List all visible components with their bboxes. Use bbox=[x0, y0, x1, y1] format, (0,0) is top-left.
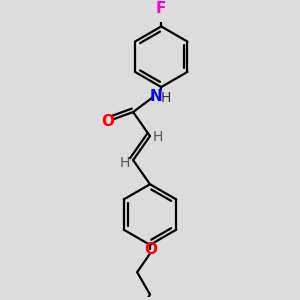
Text: H: H bbox=[160, 91, 171, 105]
Text: N: N bbox=[149, 89, 162, 104]
Text: O: O bbox=[144, 242, 157, 257]
Text: H: H bbox=[153, 130, 164, 144]
Text: F: F bbox=[156, 1, 166, 16]
Text: O: O bbox=[101, 114, 115, 129]
Text: H: H bbox=[119, 156, 130, 170]
